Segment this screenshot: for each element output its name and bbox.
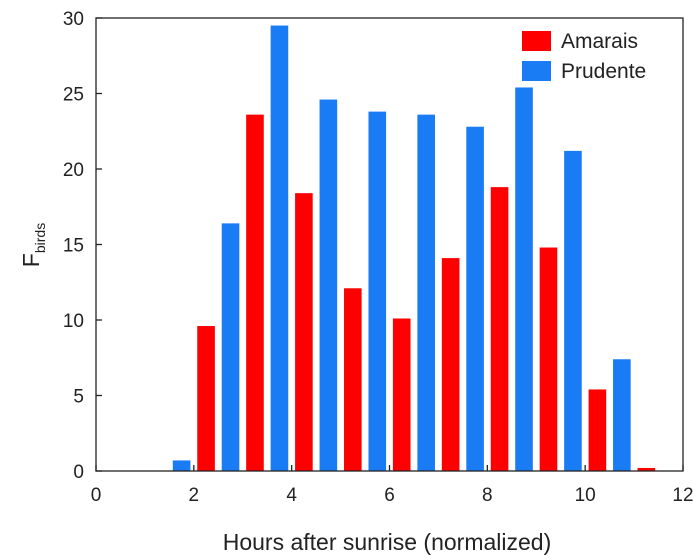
bar-prudente-7 xyxy=(515,87,533,472)
bar-prudente-8 xyxy=(564,150,582,471)
y-axis-title: Fbirds xyxy=(18,223,48,267)
bar-amarais-2 xyxy=(246,114,264,471)
bar-amarais-6 xyxy=(441,258,460,471)
bar-prudente-5 xyxy=(417,114,435,471)
y-tick-label: 5 xyxy=(73,387,84,408)
legend-swatch-prudente xyxy=(522,61,551,81)
x-tick-label: 8 xyxy=(482,485,493,506)
y-tick-label: 15 xyxy=(63,236,84,257)
x-tick-label: 10 xyxy=(575,485,596,506)
ticks-group: 0 2 4 6 8 10 12 0 5 10 15 20 25 30 xyxy=(63,9,693,506)
legend: Amarais Prudente xyxy=(522,30,646,83)
bar-prudente-6 xyxy=(466,126,484,471)
bar-amarais-1 xyxy=(197,326,215,471)
bar-prudente-3 xyxy=(319,99,338,471)
bar-amarais-5 xyxy=(392,318,411,471)
bar-amarais-3 xyxy=(295,193,313,471)
y-tick-label: 25 xyxy=(63,85,84,106)
y-tick-label: 10 xyxy=(63,311,84,332)
y-tick-label: 20 xyxy=(63,160,84,181)
bar-amarais-8 xyxy=(539,247,558,471)
legend-label-amarais: Amarais xyxy=(561,30,638,53)
bar-amarais-9 xyxy=(588,389,607,471)
y-axis-title-subscript: birds xyxy=(32,223,48,253)
x-tick-label: 2 xyxy=(189,485,200,506)
legend-label-prudente: Prudente xyxy=(561,60,646,83)
bar-amarais-10 xyxy=(637,467,656,471)
bar-prudente-4 xyxy=(368,111,387,472)
bar-amarais-4 xyxy=(344,288,362,471)
x-axis-title: Hours after sunrise (normalized) xyxy=(223,529,552,555)
y-axis-title-main: F xyxy=(18,253,44,267)
x-tick-label: 12 xyxy=(672,485,693,506)
y-tick-label: 0 xyxy=(73,462,84,483)
x-tick-label: 4 xyxy=(286,485,297,506)
legend-swatch-amarais xyxy=(522,31,551,51)
bar-prudente-0 xyxy=(172,460,191,471)
bar-amarais-7 xyxy=(490,187,509,471)
bar-prudente-2 xyxy=(270,25,289,472)
x-tick-label: 6 xyxy=(384,485,395,506)
bars-group xyxy=(172,25,656,472)
x-tick-label: 0 xyxy=(91,485,102,506)
bar-prudente-9 xyxy=(613,359,631,471)
bar-prudente-1 xyxy=(221,223,240,471)
y-tick-label: 30 xyxy=(63,9,84,30)
